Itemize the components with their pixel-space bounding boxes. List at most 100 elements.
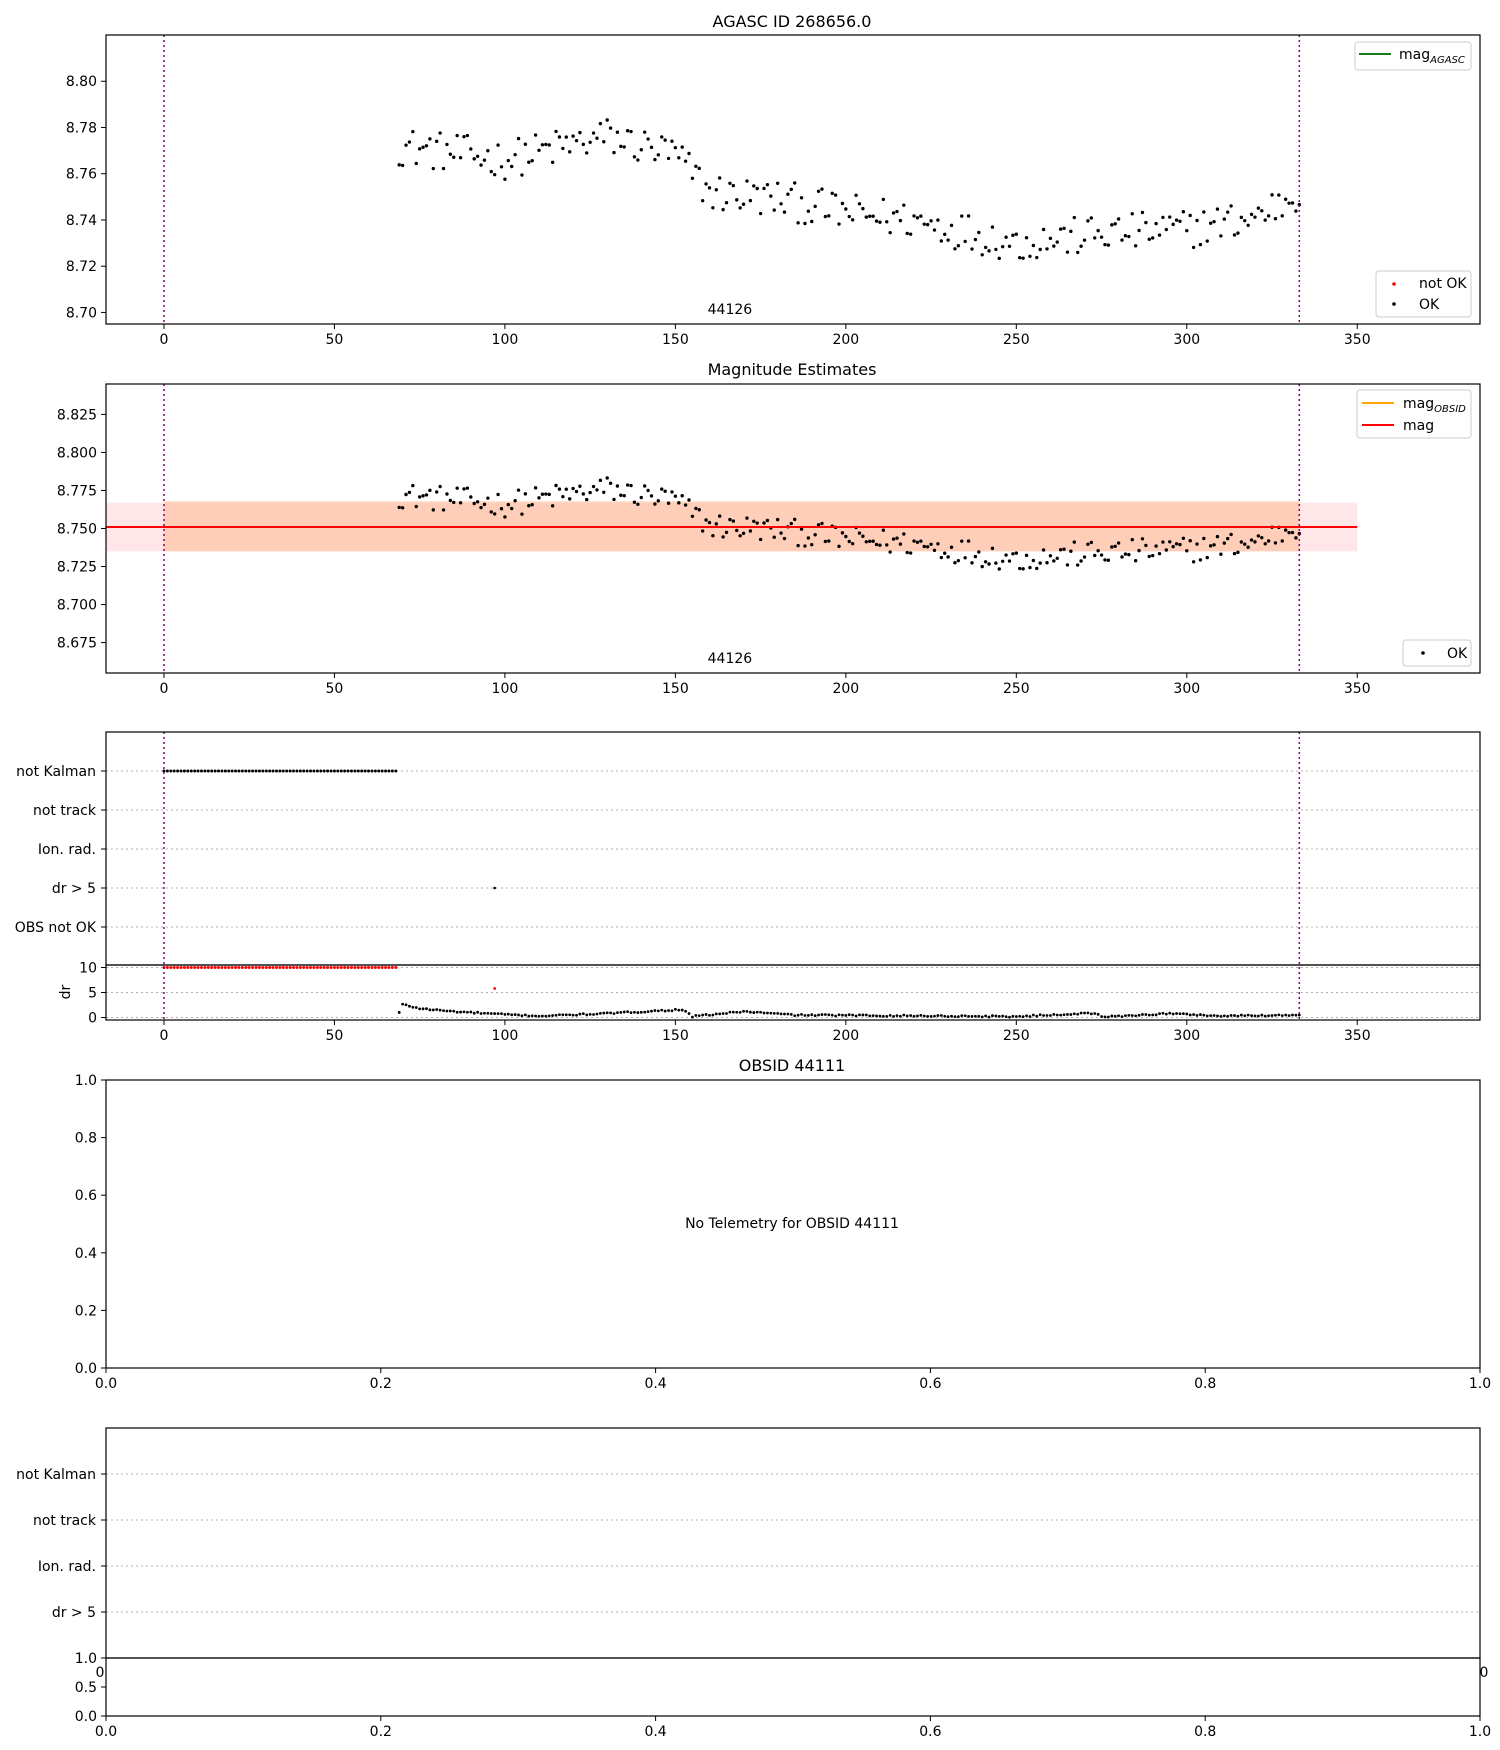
obsid-x-tick-label: 0.8 [1194,1376,1216,1392]
flag-category-label: OBS not OK [15,920,97,936]
agasc-mag-point [1294,209,1298,213]
agasc-mag-point [482,158,487,162]
dr-clipped-point [274,966,278,969]
dr-point [783,1012,786,1016]
agasc-mag-point [1246,223,1250,227]
agasc-mag-point [1137,228,1141,233]
estimate-mag-point [683,503,688,507]
dr-point [547,1014,551,1018]
dr-point [834,1014,838,1018]
estimate-mag-point [707,520,712,525]
agasc-mag-point [1185,228,1189,233]
estimate-mag-point [994,561,998,565]
agasc-y-tick-label: 8.80 [66,74,97,90]
agasc-legend-not-ok: not OK [1419,276,1467,292]
agasc-mag-point [595,136,599,140]
estimate-mag-point [973,554,978,559]
agasc-mag-point [1266,214,1271,218]
estimate-mag-point [1283,528,1288,532]
agasc-mag-point [1260,209,1264,213]
estimate-mag-point [649,494,654,498]
agasc-mag-point [881,197,886,202]
dr-clipped-point [213,966,217,969]
dr-point [1280,1014,1284,1018]
dr-point [421,1007,425,1011]
dr-point [1284,1013,1288,1017]
obsid-y-tick-label: 0.8 [75,1131,97,1147]
dr-point [1250,1014,1253,1018]
obsid-y-tick-label: 1.0 [75,1073,97,1089]
agasc-mag-point [465,133,470,138]
estimate-mag-point [1014,551,1019,555]
agasc-mag-point [1243,218,1247,223]
agasc-mag-point [687,151,691,156]
dr-point [878,1014,882,1018]
not-kalman-point [162,769,166,773]
dr-point [554,1013,558,1017]
empty-sub-y-tick-label: 0.0 [75,1709,97,1725]
dr-point [653,1009,657,1012]
estimate-mag-point [987,562,991,566]
dr-point [660,1008,664,1012]
dr-clipped-point [254,966,258,969]
dr-point [1168,1011,1172,1015]
dr-point [1130,1014,1134,1017]
dr-clipped-point [261,966,265,969]
agasc-mag-point [1031,243,1036,248]
dr-point [820,1013,824,1016]
estimate-mag-point [878,543,882,547]
dr-x-tick-label: 250 [1003,1028,1030,1044]
agasc-legend-label: mag [1399,47,1430,63]
dr-point [803,1014,807,1017]
dr-point [465,1010,469,1014]
agasc-mag-point [1277,193,1281,197]
estimate-mag-point [960,539,964,543]
dr-point [806,1014,810,1017]
dr-clipped-point [240,966,244,969]
agasc-mag-point [987,249,991,253]
dr-clipped-point [172,966,176,969]
not-kalman-point [199,769,203,773]
estimate-mag-point [1140,537,1145,541]
agasc-mag-point [1116,217,1121,221]
agasc-mag-point [714,188,718,192]
agasc-mag-point [585,151,589,155]
estimate-mag-point [775,517,780,522]
estimate-mag-point [547,492,551,497]
dr-point [486,1011,490,1015]
agasc-mag-point [827,214,831,218]
dr-point [926,1014,930,1018]
agasc-legend-subscript: AGASC [1429,55,1465,66]
dr-point [551,1014,555,1017]
agasc-mag-point [1055,240,1059,244]
estimate-mag-point [881,528,886,532]
estimate-mag-point [694,506,698,511]
estimates-legend-mag-label: mag [1403,418,1434,434]
estimate-mag-point [397,505,401,510]
estimate-mag-point [554,483,558,488]
dr-point [841,1013,844,1017]
agasc-mag-point [711,206,715,210]
not-kalman-point [237,769,241,773]
agasc-mag-point [1024,235,1029,240]
estimate-mag-point [871,539,875,543]
estimate-mag-point [452,500,456,505]
agasc-mag-point [1222,217,1226,221]
agasc-mag-point [1062,226,1066,231]
estimate-mag-point [513,499,517,503]
not-kalman-point [206,769,210,773]
dr-clipped-point [285,966,289,969]
agasc-mag-point [554,129,558,134]
dr-point [1066,1013,1069,1016]
obsid-x-tick-label: 0.2 [370,1376,392,1392]
dr-point [939,1014,943,1017]
dr-point [438,1008,442,1012]
dr-point [871,1014,875,1018]
agasc-mag-point [475,154,480,158]
dr-point [1158,1012,1161,1016]
estimate-mag-point [557,487,562,491]
estimate-mag-point [1144,543,1148,548]
estimate-mag-point [1191,560,1196,564]
dr-point [1246,1013,1250,1017]
estimate-mag-point [561,494,565,499]
